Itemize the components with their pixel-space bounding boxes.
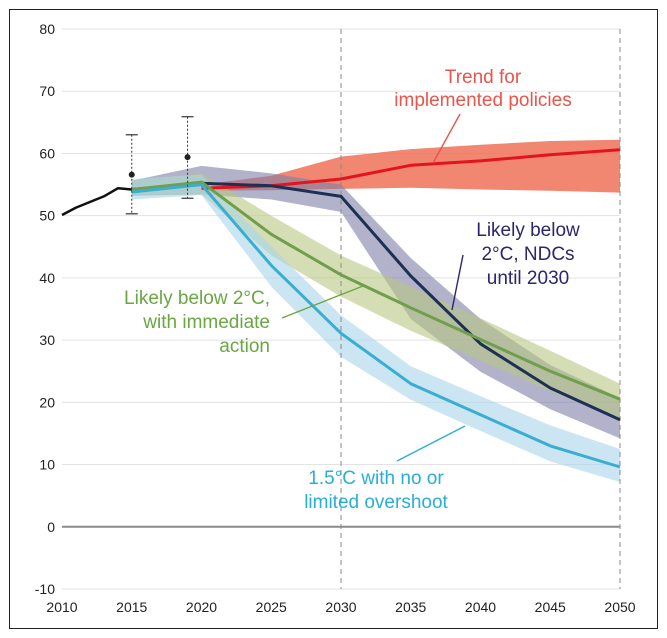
y-tick-label: 30 bbox=[39, 332, 55, 348]
y-tick-label: 20 bbox=[39, 394, 55, 410]
label-immediate-action: Likely below 2°C, with immediate action bbox=[124, 288, 270, 357]
leader-line-policies bbox=[432, 113, 461, 164]
data-point bbox=[184, 154, 191, 161]
x-tick-label: 2025 bbox=[256, 599, 287, 615]
x-tick-label: 2015 bbox=[116, 599, 147, 615]
y-tick-label: 40 bbox=[39, 270, 55, 286]
band-ndcs bbox=[131, 165, 621, 439]
x-tick-label: 2035 bbox=[395, 599, 426, 615]
x-tick-label: 2030 bbox=[325, 599, 356, 615]
x-tick-label: 2020 bbox=[186, 599, 217, 615]
y-tick-label: 10 bbox=[39, 457, 55, 473]
y-tick-label: 50 bbox=[39, 208, 55, 224]
leader-line-ndcs bbox=[451, 254, 464, 311]
series-line-immediate-action bbox=[131, 180, 621, 401]
label-one-point-five: 1.5°C with no or limited overshoot bbox=[304, 468, 448, 513]
band-one-point-five bbox=[131, 174, 621, 482]
historical-line bbox=[61, 187, 132, 217]
x-tick-label: 2050 bbox=[604, 599, 635, 615]
label-ndcs: Likely below 2°C, NDCs until 2030 bbox=[476, 220, 580, 289]
y-tick-label: 70 bbox=[39, 83, 55, 99]
leader-line-one-point-five bbox=[396, 425, 466, 462]
y-tick-label: 80 bbox=[39, 21, 55, 37]
y-tick-label: -10 bbox=[35, 581, 55, 597]
y-tick-label: 0 bbox=[47, 519, 55, 535]
series-line-one-point-five bbox=[131, 183, 621, 469]
x-tick-label: 2040 bbox=[465, 599, 496, 615]
x-tick-label: 2010 bbox=[46, 599, 77, 615]
x-tick-label: 2045 bbox=[535, 599, 566, 615]
data-point bbox=[128, 171, 135, 178]
y-tick-label: 60 bbox=[39, 145, 55, 161]
label-policies: Trend for implemented policies bbox=[394, 67, 571, 111]
leader-line-immediate-action bbox=[281, 285, 364, 319]
series-line-ndcs bbox=[131, 181, 621, 422]
